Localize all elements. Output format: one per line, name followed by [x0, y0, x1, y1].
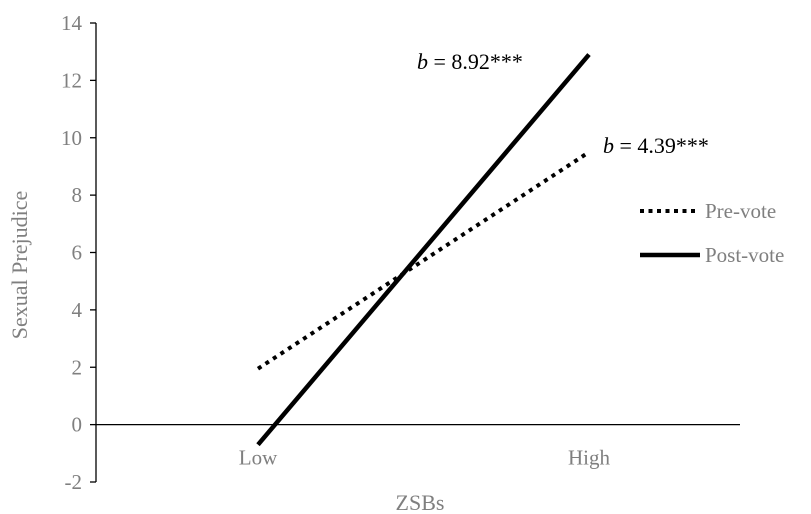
y-tick-label: 6: [72, 241, 83, 265]
y-axis-title: Sexual Prejudice: [7, 191, 32, 339]
y-tick-label: 0: [72, 413, 83, 437]
x-tick-label: High: [568, 446, 611, 470]
series-line-post-vote: [256, 53, 591, 447]
x-axis-ticks: Low High: [239, 446, 611, 470]
y-tick-label: 2: [72, 355, 83, 379]
y-tick-label: 8: [72, 183, 83, 207]
x-tick-label: Low: [239, 446, 278, 470]
y-axis-ticks: -2 0 2 4 6 8 10 12 14: [61, 11, 96, 494]
y-tick-label: 10: [61, 126, 82, 150]
legend-label-pre-vote: Pre-vote: [705, 199, 776, 223]
annotation-pre-vote: b = 4.39***: [603, 133, 709, 158]
legend: Pre-vote Post-vote: [640, 199, 784, 267]
y-tick-label: 12: [61, 68, 82, 92]
y-tick-label: -2: [65, 470, 83, 494]
annotation-post-vote: b = 8.92***: [417, 49, 523, 74]
series-layer: [256, 53, 591, 447]
legend-label-post-vote: Post-vote: [705, 243, 784, 267]
y-tick-label: 4: [72, 298, 83, 322]
y-tick-label: 14: [61, 11, 83, 35]
series-line-pre-vote: [256, 150, 591, 371]
x-axis-title: ZSBs: [396, 490, 445, 514]
